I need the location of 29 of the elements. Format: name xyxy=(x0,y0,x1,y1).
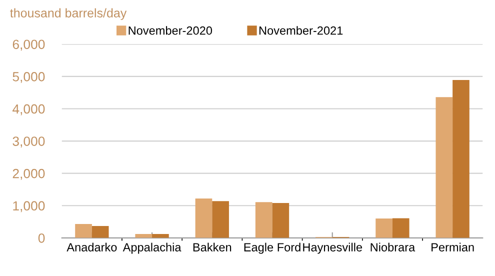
y-tick-label: 3,000 xyxy=(12,136,45,148)
x-tick-label: Anadarko xyxy=(66,242,117,252)
bar xyxy=(255,202,272,238)
x-tick-label: Haynesville xyxy=(303,242,362,254)
y-tick-label: 1,000 xyxy=(13,201,45,212)
bar xyxy=(272,203,290,238)
bar xyxy=(392,218,410,238)
bar xyxy=(436,97,453,238)
y-tick-label: 5,000 xyxy=(12,72,45,83)
bar xyxy=(152,234,169,238)
bar xyxy=(212,201,229,238)
y-tick-label: 2,000 xyxy=(12,168,45,180)
bar xyxy=(75,224,92,238)
bar xyxy=(135,234,152,238)
legend-label: November-2020 xyxy=(128,26,212,35)
bar xyxy=(376,218,392,238)
x-tick-label: Eagle Ford xyxy=(244,242,300,254)
bar xyxy=(452,80,470,238)
y-tick-label: 4,000 xyxy=(12,104,45,116)
bar xyxy=(195,198,212,238)
y-tick-label: 6,000 xyxy=(12,40,45,51)
x-tick-label: Permian xyxy=(432,242,474,252)
y-tick-label: 0 xyxy=(38,233,45,243)
x-tick-label: Appalachia xyxy=(122,242,182,254)
x-tick-label: Niobrara xyxy=(370,242,416,252)
x-tick-label: Bakken xyxy=(193,242,232,252)
legend-label: November-2021 xyxy=(259,26,343,35)
bar xyxy=(92,226,109,238)
y-axis-title: thousand barrels/day xyxy=(10,8,127,20)
